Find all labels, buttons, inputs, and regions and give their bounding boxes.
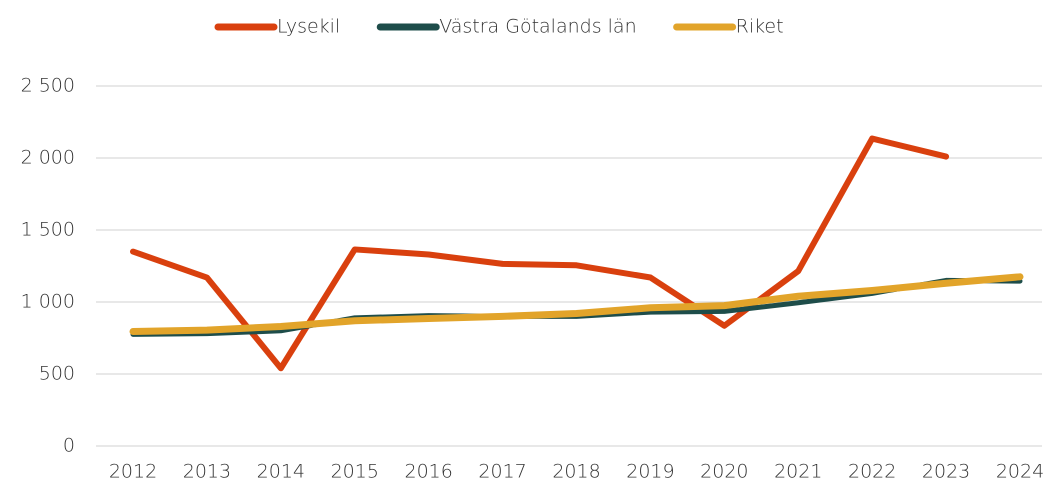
x-tick-label: 2019 bbox=[626, 461, 674, 483]
x-tick-label: 2022 bbox=[848, 461, 896, 483]
y-tick-label: 2 500 bbox=[21, 75, 75, 97]
y-tick-label: 500 bbox=[39, 363, 75, 385]
x-tick-label: 2013 bbox=[183, 461, 231, 483]
y-tick-label: 2 000 bbox=[21, 147, 75, 169]
y-tick-label: 1 500 bbox=[21, 219, 75, 241]
legend-label: Lysekil bbox=[277, 16, 340, 38]
x-tick-label: 2017 bbox=[478, 461, 526, 483]
x-tick-label: 2023 bbox=[922, 461, 970, 483]
x-tick-label: 2018 bbox=[552, 461, 600, 483]
series-line bbox=[130, 135, 950, 372]
legend-label: Västra Götalands län bbox=[439, 16, 636, 38]
x-tick-label: 2014 bbox=[257, 461, 305, 483]
x-tick-label: 2024 bbox=[996, 461, 1044, 483]
x-tick-label: 2015 bbox=[331, 461, 379, 483]
x-tick-label: 2021 bbox=[774, 461, 822, 483]
legend-label: Riket bbox=[736, 16, 784, 38]
x-tick-label: 2016 bbox=[404, 461, 452, 483]
x-tick-label: 2020 bbox=[700, 461, 748, 483]
y-tick-label: 0 bbox=[63, 435, 75, 457]
x-tick-label: 2012 bbox=[109, 461, 157, 483]
y-tick-label: 1 000 bbox=[21, 291, 75, 313]
series-line bbox=[129, 273, 1024, 336]
